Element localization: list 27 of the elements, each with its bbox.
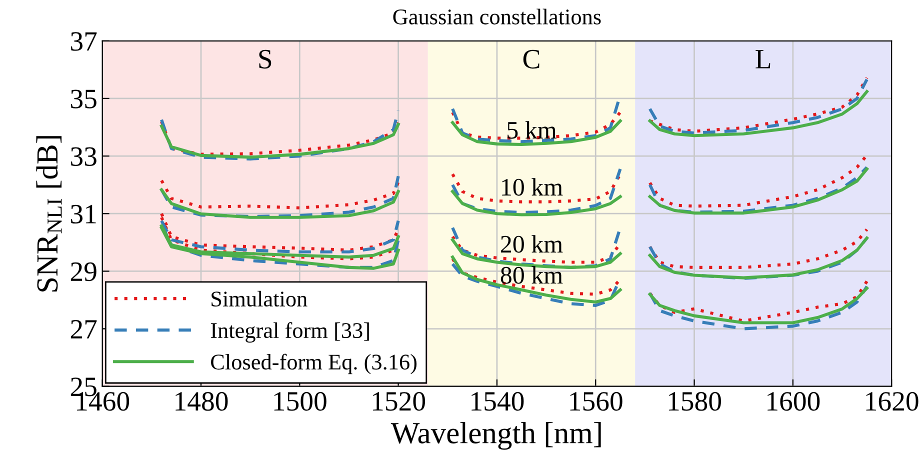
- legend-label: Integral form [33]: [210, 322, 369, 343]
- x-tick-label: 1480: [176, 392, 228, 411]
- annotation: 20 km: [500, 235, 563, 253]
- y-tick-label: 29: [70, 262, 96, 282]
- x-tick-label: 1600: [768, 392, 820, 411]
- band-label: L: [756, 50, 770, 68]
- annotation: 80 km: [500, 266, 563, 284]
- x-tick-label: 1520: [372, 392, 426, 411]
- chart-title: Gaussian constellations: [393, 8, 601, 24]
- band-label: S: [259, 50, 272, 69]
- x-tick-label: 1620: [866, 392, 918, 411]
- legend-label: Simulation: [212, 290, 308, 307]
- y-tick-label: 33: [71, 147, 96, 166]
- y-tick-label: 27: [70, 320, 97, 338]
- annotation: 5 km: [508, 121, 556, 139]
- x-tick-label: 1580: [668, 392, 721, 411]
- x-tick-label: 1540: [472, 392, 524, 411]
- y-tick-label: 35: [71, 90, 96, 108]
- x-axis-title: Wavelength [nm]: [390, 422, 601, 450]
- x-tick-label: 1560: [570, 392, 622, 411]
- annotation: 10 km: [502, 178, 563, 196]
- y-axis-title: SNR$_{NLI}$ [dB]: [36, 136, 62, 292]
- legend-label: Closed-form Eq. (3.16): [211, 354, 417, 374]
- y-tick-label: 37: [71, 32, 97, 51]
- x-tick-label: 1500: [274, 392, 326, 411]
- y-tick-label: 31: [71, 204, 96, 224]
- band-label: C: [523, 50, 540, 69]
